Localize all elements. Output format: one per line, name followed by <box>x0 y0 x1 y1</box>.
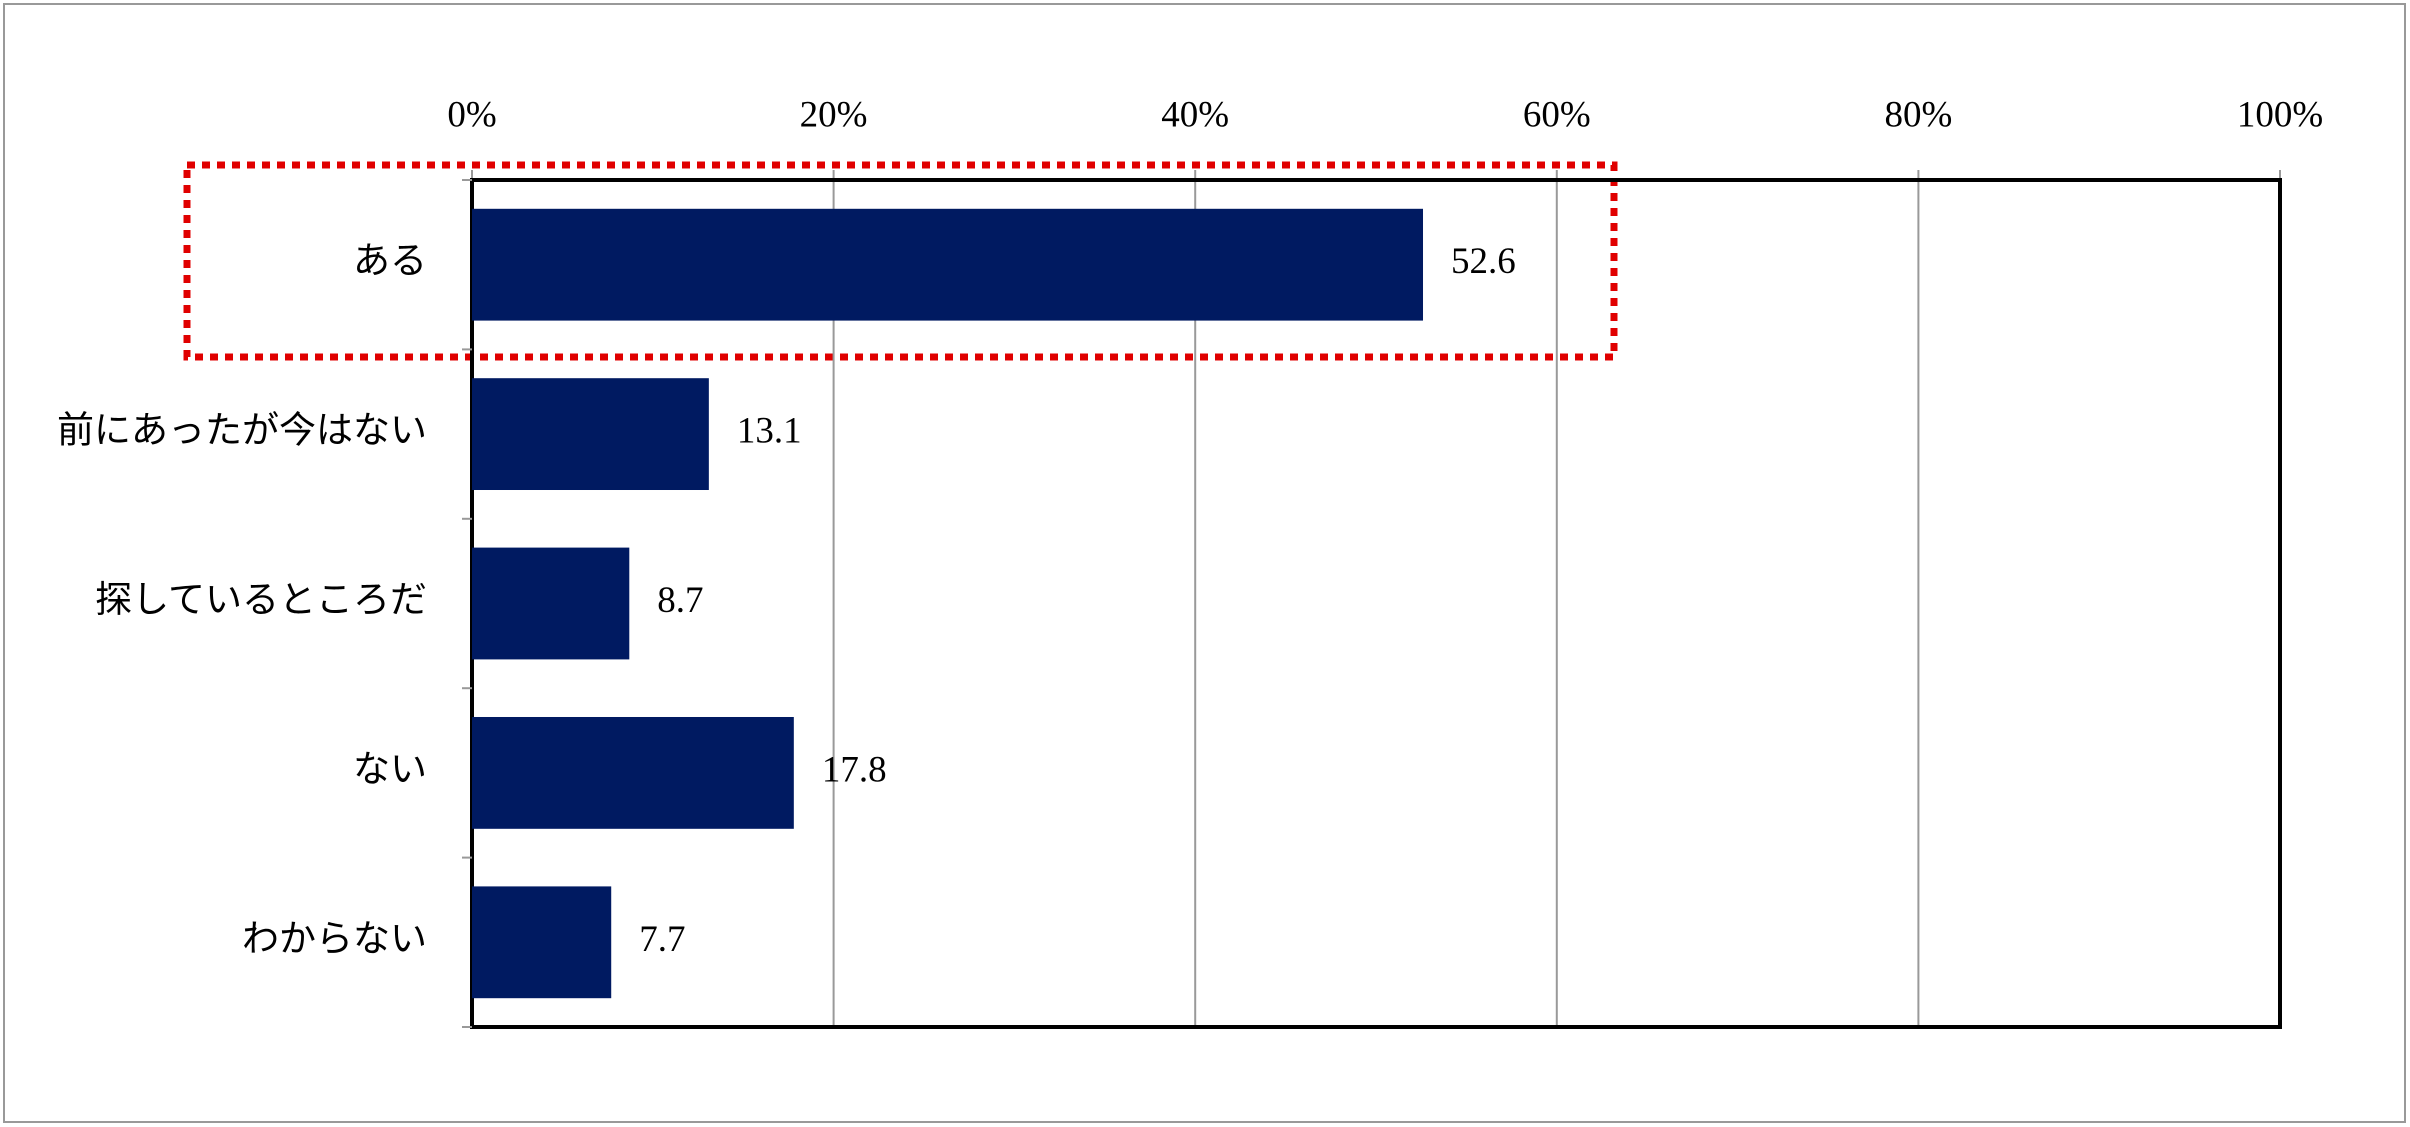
bar <box>472 208 1424 321</box>
y-tick-label: 探しているところだ <box>95 579 427 621</box>
y-tick-label: ある <box>353 241 427 282</box>
value-label: 52.6 <box>1451 241 1516 282</box>
value-label: 13.1 <box>737 411 802 452</box>
x-tick-label: 60% <box>1523 94 1591 135</box>
x-tick-label: 80% <box>1884 94 1952 135</box>
bar <box>472 378 709 491</box>
highlight-box <box>183 161 1618 361</box>
x-tick-label: 40% <box>1161 94 1229 135</box>
chart-frame <box>3 3 2406 1123</box>
bar <box>472 886 612 999</box>
x-tick-label: 0% <box>447 94 496 135</box>
value-label: 7.7 <box>639 919 685 960</box>
bar <box>472 547 630 660</box>
bar <box>472 716 794 829</box>
y-tick-label: わからない <box>242 919 427 960</box>
y-tick-label: 前にあったが今はない <box>57 410 427 452</box>
value-label: 17.8 <box>822 749 887 790</box>
x-tick-label: 100% <box>2237 94 2323 135</box>
y-tick-label: ない <box>353 749 427 790</box>
x-tick-label: 20% <box>800 94 868 135</box>
value-label: 8.7 <box>657 580 703 621</box>
